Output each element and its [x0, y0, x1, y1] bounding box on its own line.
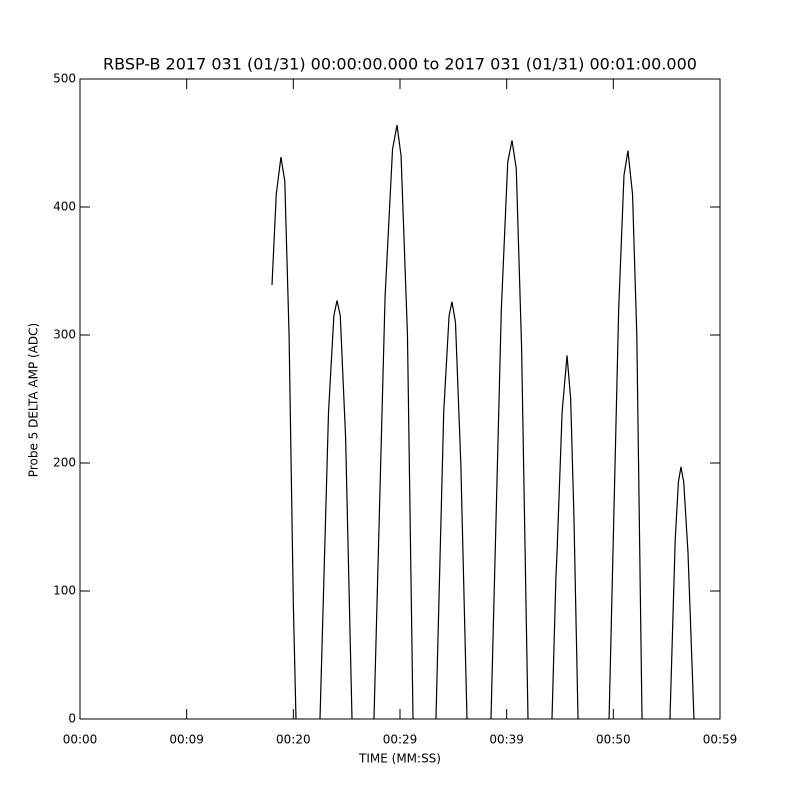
x-tick-label: 00:09: [169, 733, 204, 747]
y-tick-label: 300: [53, 328, 76, 342]
x-tick-label: 00:39: [489, 733, 524, 747]
x-tick-label: 00:59: [703, 733, 738, 747]
x-tick-label: 00:00: [63, 733, 98, 747]
y-tick-label: 400: [53, 200, 76, 214]
y-axis-label: Probe 5 DELTA AMP (ADC): [27, 323, 41, 477]
data-line: [271, 124, 695, 720]
x-tick-label: 00:50: [596, 733, 631, 747]
chart-title: RBSP-B 2017 031 (01/31) 00:00:00.000 to …: [103, 55, 697, 74]
y-tick-label: 200: [53, 456, 76, 470]
x-tick-label: 00:29: [383, 733, 418, 747]
y-tick-label: 0: [68, 712, 76, 726]
y-tick-label: 500: [53, 72, 76, 86]
x-axis-label: TIME (MM:SS): [358, 752, 441, 766]
y-tick-label: 100: [53, 584, 76, 598]
x-tick-label: 00:20: [276, 733, 311, 747]
